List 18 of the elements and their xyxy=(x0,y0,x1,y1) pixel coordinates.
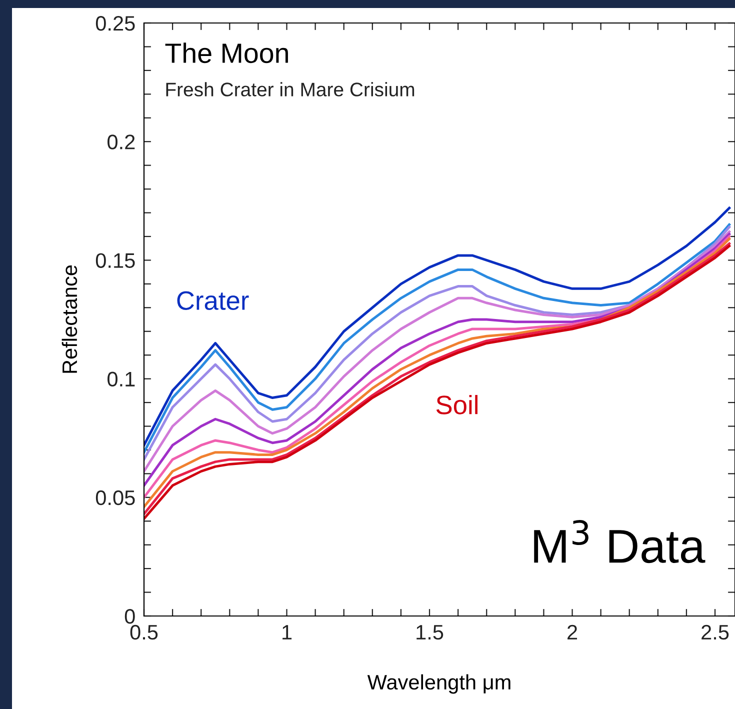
annotation: Crater xyxy=(177,291,249,310)
x-tick-label: 1 xyxy=(282,625,292,640)
y-tick-label: 0.05 xyxy=(96,490,135,506)
x-tick-label: 2 xyxy=(568,624,578,640)
text: The Moon xyxy=(165,42,288,64)
x-axis-title: Wavelength μm xyxy=(367,674,510,694)
text: Fresh Crater in Mare Crisium xyxy=(166,82,414,96)
x-tick-label: 0.5 xyxy=(130,624,158,640)
y-tick-label: 0.15 xyxy=(96,253,135,268)
y-tick-label: 0.2 xyxy=(108,134,135,150)
annotation: Soil xyxy=(436,394,478,414)
y-tick-label: 0 xyxy=(124,609,135,624)
x-tick-label: 2.5 xyxy=(702,624,729,640)
y-tick-label: 0.1 xyxy=(108,372,135,387)
annotation: M$^{3}$ Data xyxy=(534,520,706,564)
x-tick-label: 1.5 xyxy=(416,625,444,640)
y-tick-label: 0.25 xyxy=(96,16,135,31)
y-axis-title: Reflectance xyxy=(62,265,78,373)
